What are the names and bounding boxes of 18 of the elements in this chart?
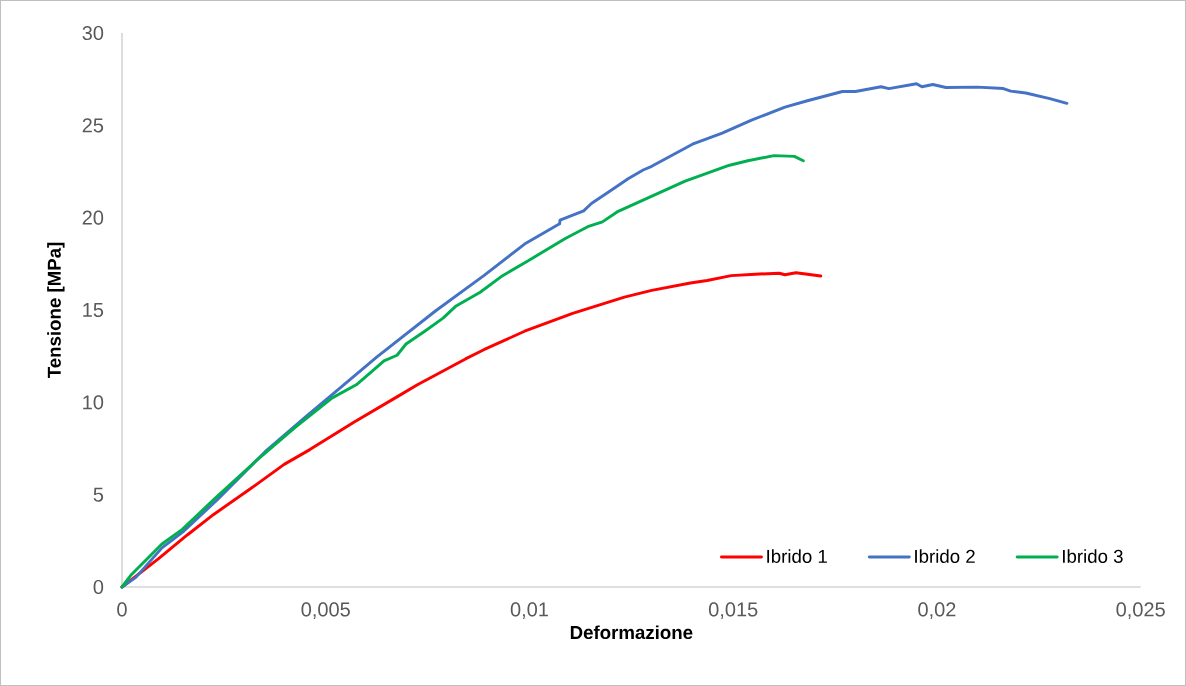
legend-label: Ibrido 3 [1063, 549, 1123, 563]
x-tick-label: 0,02 [918, 602, 956, 619]
y-axis-title: Tensione [MPa] [47, 242, 65, 379]
y-tick-label: 25 [82, 118, 104, 133]
x-tick-label: 0 [117, 602, 127, 617]
y-tick-label: 20 [82, 210, 104, 225]
y-tick-label: 0 [93, 579, 104, 595]
x-axis-title: Deformazione [570, 625, 693, 640]
y-tick-label: 10 [83, 395, 104, 410]
x-tick-label: 0,015 [708, 602, 758, 619]
y-tick-label: 5 [93, 487, 104, 502]
x-tick-label: 0,025 [1116, 602, 1165, 619]
legend-label: Ibrido 2 [915, 549, 975, 563]
y-tick-label: 15 [83, 303, 104, 317]
y-tick-label: 30 [82, 25, 104, 41]
legend-label: Ibrido 1 [767, 549, 827, 563]
x-tick-label: 0,005 [301, 602, 350, 619]
x-tick-label: 0,01 [510, 602, 548, 619]
